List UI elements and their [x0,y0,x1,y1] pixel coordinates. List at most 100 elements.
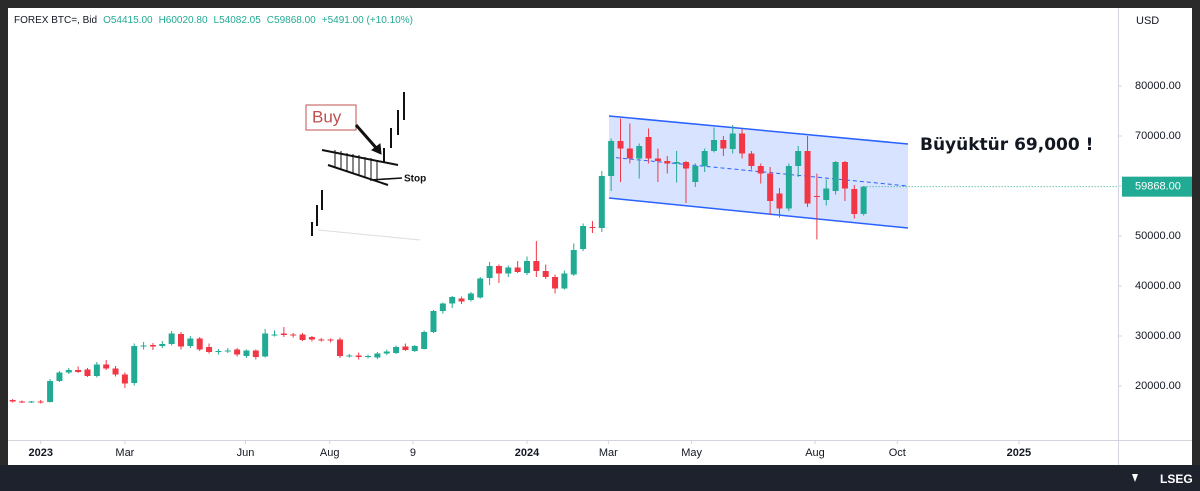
y-tick-label: 50000.00 [1135,230,1181,242]
candle-body [477,278,484,298]
candle-body [739,133,746,154]
candle-body [252,350,259,357]
candle-body [308,337,315,340]
candle-body [645,137,652,159]
candle-body [149,345,156,347]
candle-body [56,372,63,381]
x-tick-label: 9 [410,447,416,459]
candle-body [748,153,755,166]
footer-bar [0,465,1200,491]
candle-body [561,273,568,289]
candle-body [430,311,437,332]
candle-body [346,355,353,357]
x-tick-label: Jun [237,447,255,459]
candle-body [177,334,184,347]
candle-body [580,226,587,249]
y-tick-label: 30000.00 [1135,330,1181,342]
candle-body [37,401,44,403]
candle-body [336,339,343,356]
chart-background [8,8,1192,465]
candle-body [402,346,409,350]
candle-body [495,266,502,274]
candle-body [196,338,203,350]
x-tick-label: 2023 [28,447,52,459]
symbol: FOREX BTC=, Bid [14,15,97,26]
candle-body [103,364,110,369]
candle-body [28,401,35,403]
candle-body [187,338,194,346]
x-tick-label: 2024 [515,447,540,459]
candle-body [65,370,72,373]
candles [9,118,867,404]
x-tick-label: 2025 [1007,447,1031,459]
candle-body [140,345,147,347]
y-tick-label: 40000.00 [1135,280,1181,292]
candle-body [327,339,334,341]
candle-body [757,166,764,174]
x-tick-label: Aug [805,447,825,459]
candle-body [514,267,521,272]
candle-body [47,381,54,402]
buy-box [305,104,357,131]
last-price-label: 59868.00 [1135,181,1181,193]
candle-body [673,162,680,164]
candle-body [608,141,615,176]
candle-body [93,364,100,376]
candle-body [439,303,446,311]
last-price-box [1122,176,1192,197]
candle-body [421,332,428,349]
x-tick-label: May [681,447,702,459]
candle-body [664,161,671,164]
candle-body [542,271,549,277]
candle-body [682,162,689,169]
candle-body [626,148,633,159]
candle-body [589,227,596,228]
pattern-illustration [305,92,421,241]
candle-body [234,349,241,355]
candle-body [523,261,530,273]
candle-body [552,277,559,289]
candle-body [121,374,128,384]
annotation: Büyüktür 69,000 ! [920,135,1093,155]
candle-body [84,369,91,376]
x-tick-label: Mar [115,447,134,459]
candle-body [598,176,605,228]
candle-body [411,346,418,351]
stop-label: Stop [404,174,426,185]
header-text: FOREX BTC=, Bid O54415.00 H60020.80 L54082.… [14,15,413,26]
candle-body [860,186,867,214]
currency-label: USD [1136,15,1159,27]
candle-body [636,146,643,159]
candle-body [486,266,493,278]
candle-body [804,151,811,204]
channel-lower [608,197,909,229]
y-tick-label: 80000.00 [1135,80,1181,92]
candle-body [692,166,699,182]
candle-body [813,196,820,197]
candle-body [841,162,848,189]
candle-body [785,166,792,209]
x-tick-label: Oct [889,447,906,459]
candle-body [374,353,381,358]
quote-value: O54415.00 [103,15,153,26]
candle-body [168,333,175,344]
candle-body [159,344,166,346]
quote-value: +5491.00 (+10.10%) [322,15,413,26]
header: FOREX BTC=, Bid O54415.00 H60020.80 L54082.… [14,15,413,26]
y-tick-label: 20000.00 [1135,380,1181,392]
candle-body [224,350,231,352]
candle-body [206,347,213,352]
candle-body [271,334,278,336]
candle-body [9,400,16,402]
candle-body [832,162,839,191]
candle-body [711,140,718,151]
candle-body [365,356,372,357]
quote-value: C59868.00 [267,15,316,26]
candle-body [654,158,661,161]
candle-body [262,333,269,357]
y-tick-label: 70000.00 [1135,130,1181,142]
candle-body [112,368,119,375]
candle-body [19,401,26,403]
candle-body [720,140,727,149]
candle-body [215,351,222,352]
